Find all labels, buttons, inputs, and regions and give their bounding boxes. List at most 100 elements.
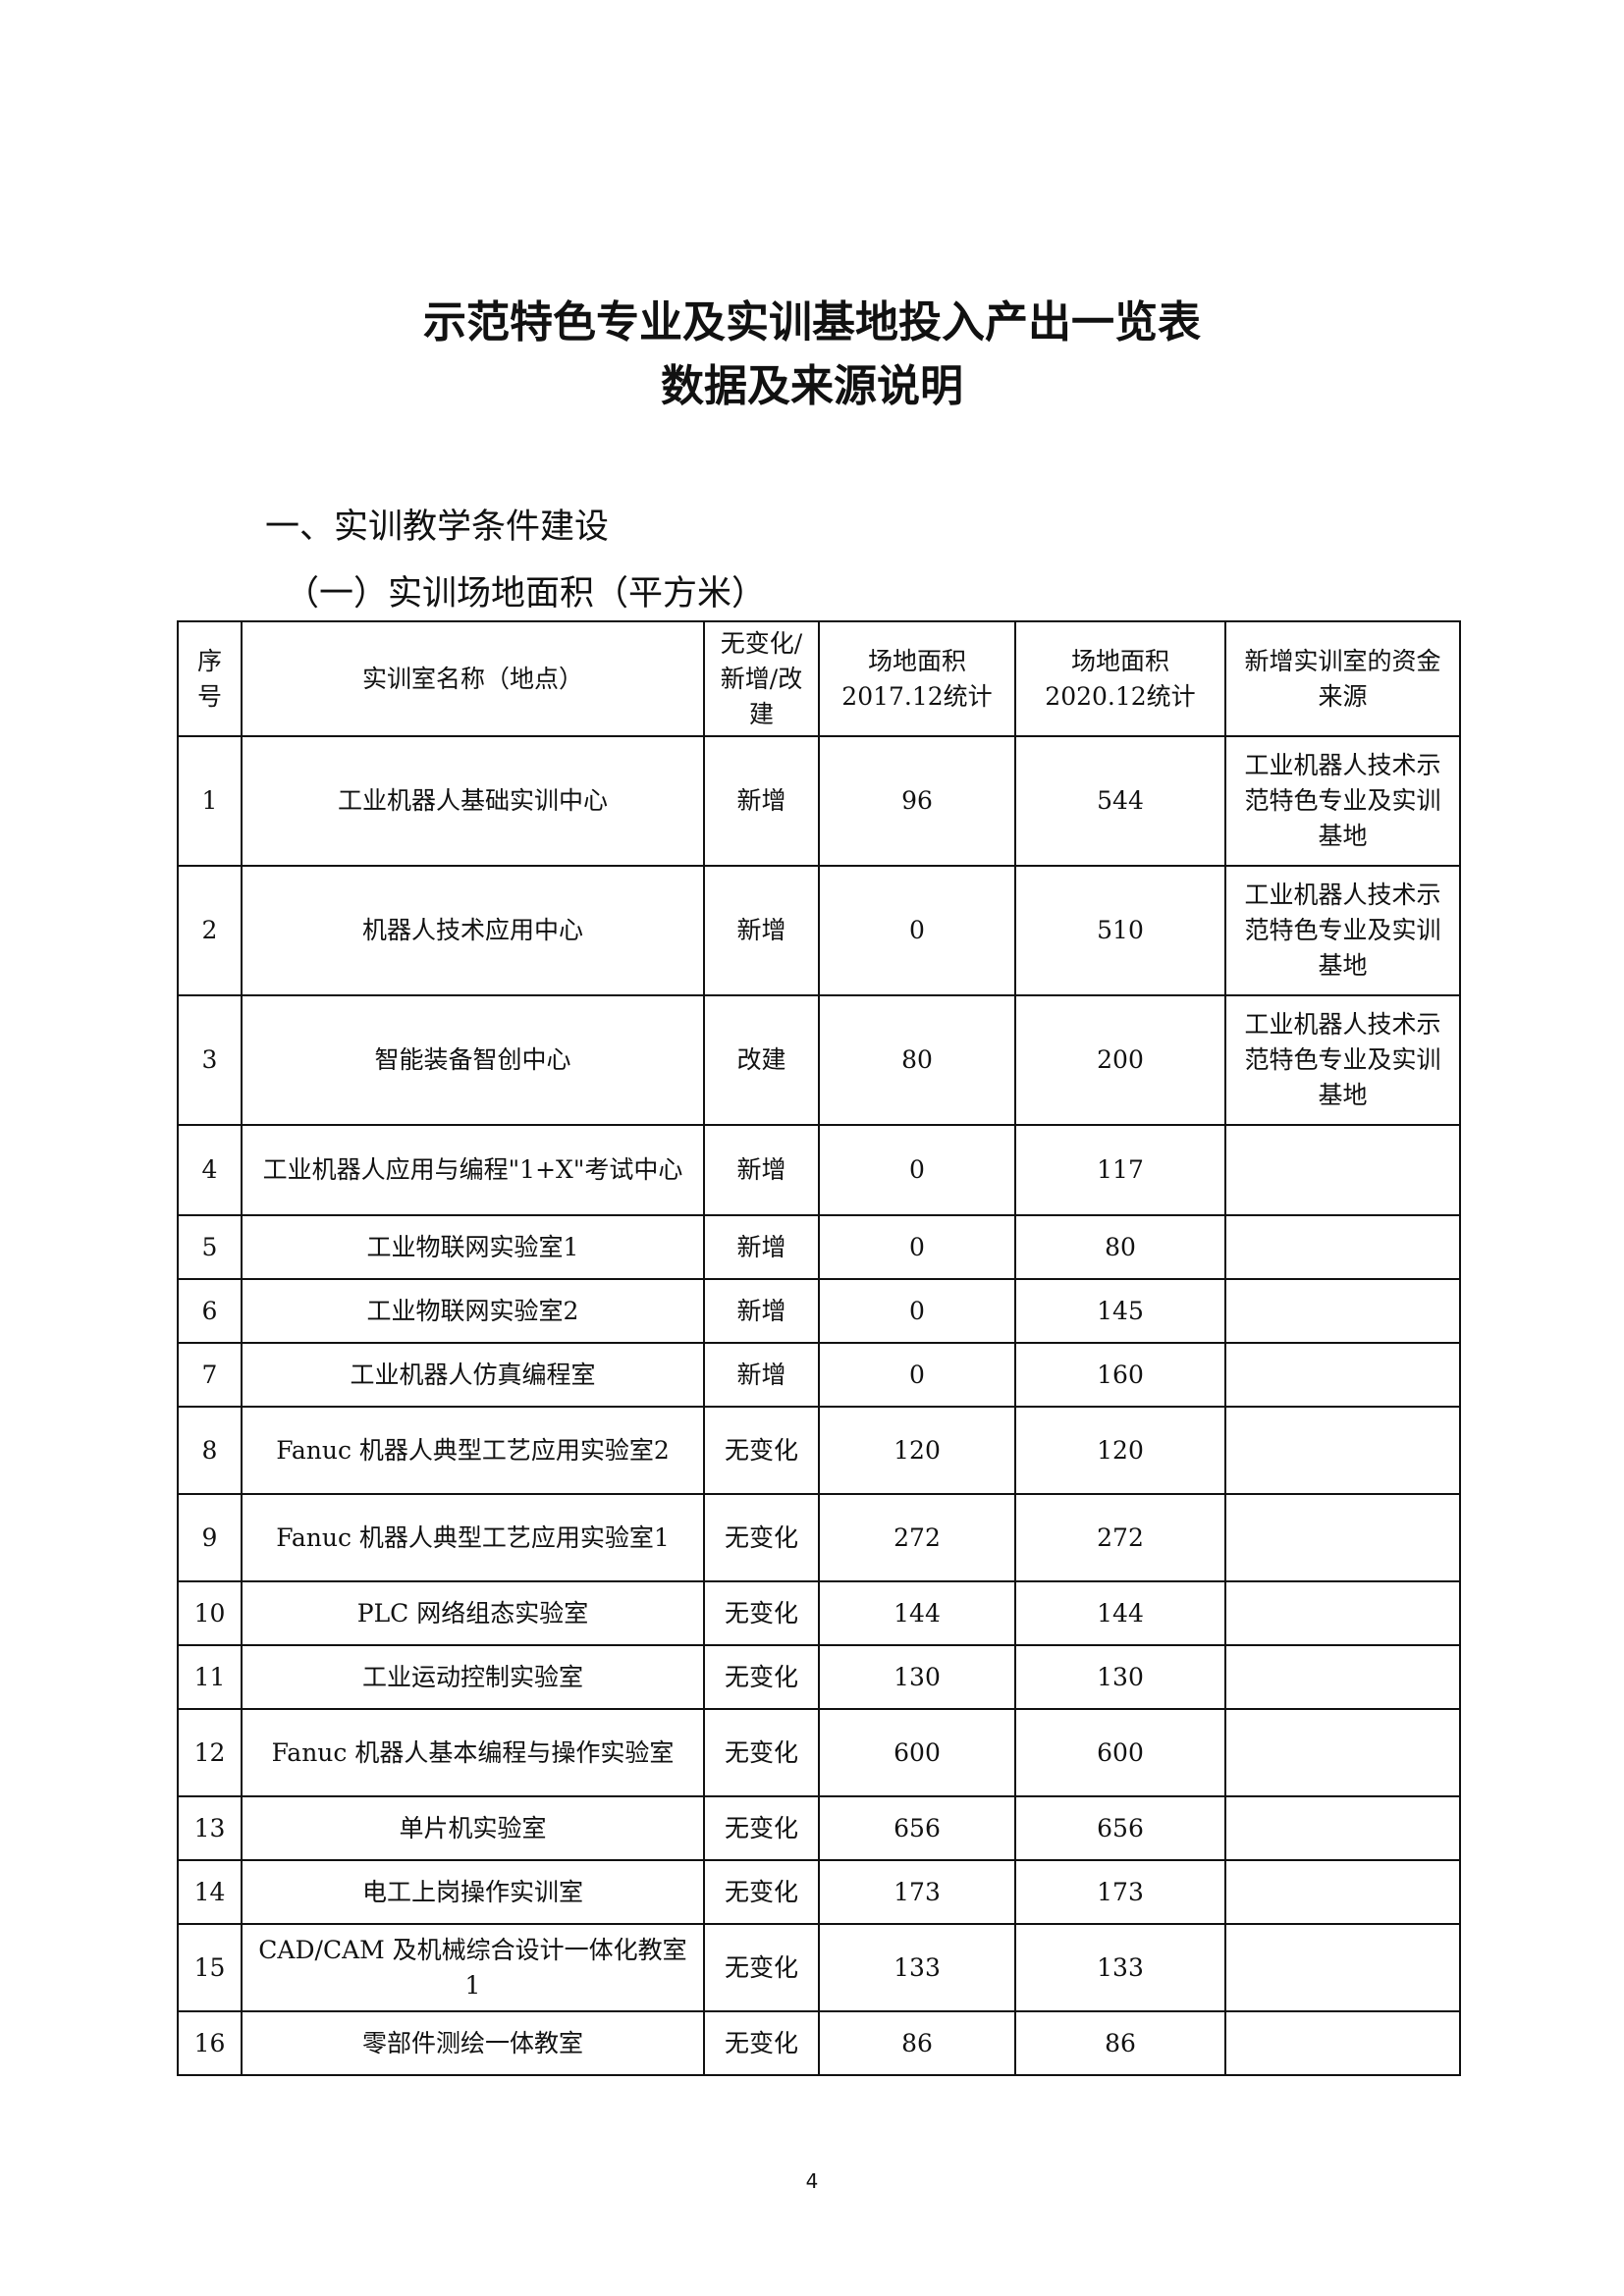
table-cell: [1224, 1859, 1461, 1925]
table-cell: Fanuc 机器人基本编程与操作实验室: [241, 1708, 705, 1797]
table-cell: 2: [177, 865, 243, 996]
table-cell: 工业运动控制实验室: [241, 1644, 705, 1710]
table-cell: 600: [818, 1708, 1016, 1797]
table-cell: 工业机器人技术示范特色专业及实训基地: [1224, 735, 1461, 867]
table-row: 4 工业机器人应用与编程"1+X"考试中心 新增 0 117: [177, 1124, 1461, 1216]
table-cell: 改建: [703, 994, 820, 1126]
table-cell: [1224, 1214, 1461, 1280]
table-cell: 工业物联网实验室1: [241, 1214, 705, 1280]
table-cell: 新增: [703, 865, 820, 996]
table-row: 5 工业物联网实验室1 新增 0 80: [177, 1214, 1461, 1280]
table-cell: 0: [818, 1214, 1016, 1280]
document-subtitle: 数据及来源说明: [661, 361, 963, 411]
page-number: 4: [805, 2169, 819, 2193]
table-cell: 4: [177, 1124, 243, 1216]
table-cell: 144: [818, 1580, 1016, 1646]
table-cell: 120: [818, 1406, 1016, 1495]
table-cell: 0: [818, 1342, 1016, 1408]
table-cell: 0: [818, 1124, 1016, 1216]
table-cell: 零部件测绘一体教室: [241, 2010, 705, 2076]
table-cell: 510: [1014, 865, 1226, 996]
table-row: 8 Fanuc 机器人典型工艺应用实验室2 无变化 120 120: [177, 1406, 1461, 1495]
table-cell: 130: [1014, 1644, 1226, 1710]
table-cell: 272: [1014, 1493, 1226, 1582]
table-cell: 智能装备智创中心: [241, 994, 705, 1126]
table-cell: 144: [1014, 1580, 1226, 1646]
table-cell: 无变化: [703, 1493, 820, 1582]
column-header: 实训室名称（地点）: [241, 620, 705, 737]
table-cell: 200: [1014, 994, 1226, 1126]
table-row: 13 单片机实验室 无变化 656 656: [177, 1795, 1461, 1861]
table-cell: 9: [177, 1493, 243, 1582]
table-cell: [1224, 1580, 1461, 1646]
table-row: 10 PLC 网络组态实验室 无变化 144 144: [177, 1580, 1461, 1646]
document-title: 示范特色专业及实训基地投入产出一览表: [423, 297, 1201, 347]
column-header: 场地面积2017.12统计: [818, 620, 1016, 737]
table-cell: [1224, 1923, 1461, 2012]
table-cell: 无变化: [703, 1580, 820, 1646]
table-cell: 无变化: [703, 1644, 820, 1710]
table-row: 14 电工上岗操作实训室 无变化 173 173: [177, 1859, 1461, 1925]
table-cell: 新增: [703, 1278, 820, 1344]
table-cell: [1224, 1644, 1461, 1710]
table-cell: [1224, 1342, 1461, 1408]
table-cell: 86: [818, 2010, 1016, 2076]
table-row: 16 零部件测绘一体教室 无变化 86 86: [177, 2010, 1461, 2076]
table-cell: 无变化: [703, 1708, 820, 1797]
table-cell: 工业机器人技术示范特色专业及实训基地: [1224, 865, 1461, 996]
table-cell: 120: [1014, 1406, 1226, 1495]
table-cell: 173: [818, 1859, 1016, 1925]
table-cell: 600: [1014, 1708, 1226, 1797]
table-cell: 160: [1014, 1342, 1226, 1408]
table-cell: 11: [177, 1644, 243, 1710]
table-cell: [1224, 1493, 1461, 1582]
table-cell: 0: [818, 865, 1016, 996]
table-cell: 无变化: [703, 1923, 820, 2012]
table-cell: Fanuc 机器人典型工艺应用实验室2: [241, 1406, 705, 1495]
table-cell: 133: [1014, 1923, 1226, 2012]
table-cell: 656: [818, 1795, 1016, 1861]
table-row: 7 工业机器人仿真编程室 新增 0 160: [177, 1342, 1461, 1408]
section-heading: 一、实训教学条件建设: [265, 507, 610, 547]
table-cell: 544: [1014, 735, 1226, 867]
table-cell: 工业物联网实验室2: [241, 1278, 705, 1344]
table-cell: [1224, 1708, 1461, 1797]
table-cell: 145: [1014, 1278, 1226, 1344]
table-cell: 无变化: [703, 1859, 820, 1925]
table-cell: 无变化: [703, 2010, 820, 2076]
table-cell: 13: [177, 1795, 243, 1861]
table-cell: 新增: [703, 735, 820, 867]
table-cell: 工业机器人仿真编程室: [241, 1342, 705, 1408]
table-cell: 656: [1014, 1795, 1226, 1861]
table-cell: 工业机器人技术示范特色专业及实训基地: [1224, 994, 1461, 1126]
table-cell: PLC 网络组态实验室: [241, 1580, 705, 1646]
column-header: 序号: [177, 620, 243, 737]
training-area-table: 序号 实训室名称（地点） 无变化/新增/改建 场地面积2017.12统计 场地面积202…: [177, 620, 1461, 2076]
table-cell: 工业机器人基础实训中心: [241, 735, 705, 867]
table-cell: 80: [1014, 1214, 1226, 1280]
table-cell: 117: [1014, 1124, 1226, 1216]
table-cell: 0: [818, 1278, 1016, 1344]
table-cell: [1224, 2010, 1461, 2076]
table-cell: 133: [818, 1923, 1016, 2012]
table-cell: [1224, 1406, 1461, 1495]
table-cell: 7: [177, 1342, 243, 1408]
table-row: 1 工业机器人基础实训中心 新增 96 544 工业机器人技术示范特色专业及实训基地: [177, 735, 1461, 867]
column-header: 无变化/新增/改建: [703, 620, 820, 737]
column-header: 新增实训室的资金来源: [1224, 620, 1461, 737]
table-cell: 15: [177, 1923, 243, 2012]
table-cell: 96: [818, 735, 1016, 867]
table-cell: [1224, 1124, 1461, 1216]
table-row: 6 工业物联网实验室2 新增 0 145: [177, 1278, 1461, 1344]
table-cell: 工业机器人应用与编程"1+X"考试中心: [241, 1124, 705, 1216]
table-cell: 6: [177, 1278, 243, 1344]
table-row: 2 机器人技术应用中心 新增 0 510 工业机器人技术示范特色专业及实训基地: [177, 865, 1461, 996]
table-cell: 电工上岗操作实训室: [241, 1859, 705, 1925]
table-row: 9 Fanuc 机器人典型工艺应用实验室1 无变化 272 272: [177, 1493, 1461, 1582]
table-row: 15 CAD/CAM 及机械综合设计一体化教室1 无变化 133 133: [177, 1923, 1461, 2012]
table-cell: 8: [177, 1406, 243, 1495]
table-cell: 新增: [703, 1124, 820, 1216]
table-cell: [1224, 1795, 1461, 1861]
table-cell: 无变化: [703, 1406, 820, 1495]
table-cell: 5: [177, 1214, 243, 1280]
